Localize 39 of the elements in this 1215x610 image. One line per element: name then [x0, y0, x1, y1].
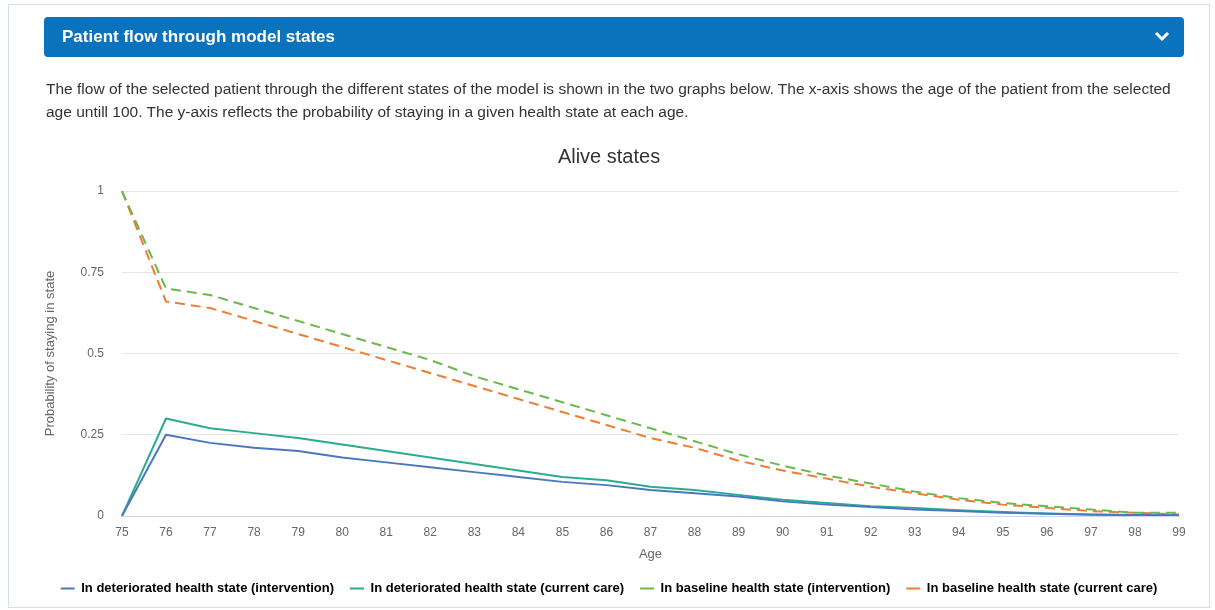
x-tick-label: 95 [996, 524, 1010, 539]
text: Patient flow through model states [62, 27, 335, 46]
legend-label: In deteriorated health state (intervention) [81, 580, 335, 596]
x-tick-label: 88 [687, 524, 702, 539]
x-tick-label: 91 [819, 524, 834, 539]
x-tick-label: 92 [864, 524, 878, 539]
x-tick-label: 79 [291, 524, 306, 539]
x-axis-title: Age [638, 545, 663, 561]
x-tick-label: 78 [247, 524, 262, 539]
y-tick-label: 0.75 [80, 264, 105, 279]
legend-label: In deteriorated health state (current care) [370, 580, 625, 596]
x-tick-label: 90 [775, 524, 790, 539]
x-tick-label: 77 [203, 524, 218, 539]
x-tick-label: 87 [643, 524, 658, 539]
text: The flow of the selected patient through the different states of the model is shown in the two graphs below. The x-axis shows the age of the patient from the selected age untill 100. The y-axis reflects the probability of staying in a given health state at each age. [46, 79, 1172, 122]
x-tick-label: 82 [423, 524, 438, 539]
x-tick-label: 80 [335, 524, 350, 539]
legend-label: In baseline health state (current care) [926, 580, 1158, 596]
x-tick-label: 96 [1040, 524, 1054, 539]
y-tick-label: 0 [97, 508, 105, 523]
x-tick-label: 85 [555, 524, 570, 539]
x-tick-label: 99 [1172, 524, 1186, 539]
x-tick-label: 83 [467, 524, 482, 539]
x-tick-label: 84 [511, 524, 526, 539]
x-tick-label: 94 [952, 524, 966, 539]
x-tick-label: 81 [379, 524, 394, 539]
x-tick-label: 89 [731, 524, 746, 539]
y-tick-label: 0.5 [87, 345, 105, 360]
y-tick-label: 1 [97, 183, 105, 198]
x-tick-label: 97 [1084, 524, 1098, 539]
y-tick-label: 0.25 [80, 427, 105, 442]
legend-label: In baseline health state (intervention) [660, 580, 891, 596]
x-tick-label: 75 [115, 524, 129, 539]
x-tick-label: 93 [908, 524, 922, 539]
x-tick-label: 86 [599, 524, 614, 539]
y-axis-title: Probability of staying in state [42, 270, 58, 437]
x-tick-label: 76 [159, 524, 173, 539]
chart-title: Alive states [557, 144, 661, 167]
x-tick-label: 98 [1128, 524, 1142, 539]
